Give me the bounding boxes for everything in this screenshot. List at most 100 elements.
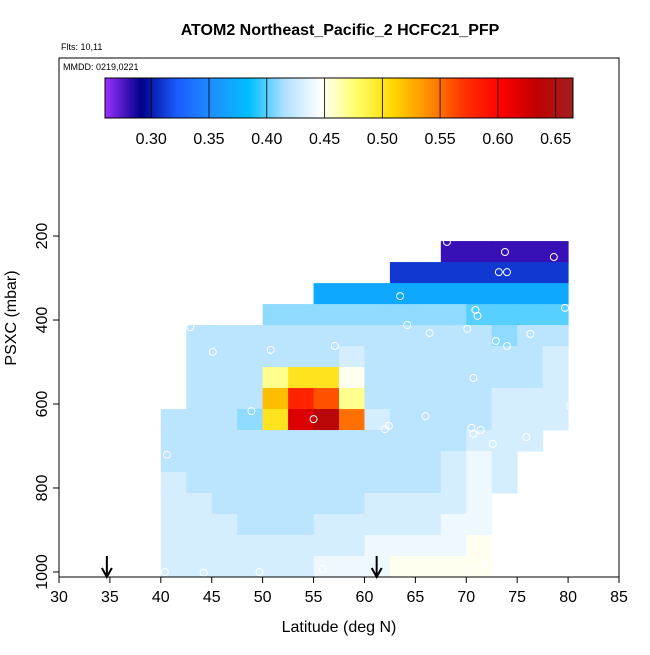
heat-cell <box>211 493 238 515</box>
heat-cell <box>389 388 416 410</box>
heat-cell <box>542 346 569 368</box>
heat-cell <box>313 556 340 578</box>
heat-cell <box>389 451 416 473</box>
heat-cell <box>440 556 467 578</box>
heat-cell <box>466 283 493 305</box>
heat-cell <box>466 325 493 347</box>
heat-cell <box>466 430 493 452</box>
heat-cell <box>237 367 264 389</box>
heat-cell <box>186 535 213 557</box>
heat-cell <box>237 451 264 473</box>
flight-point <box>384 421 393 430</box>
heat-cell <box>491 472 518 494</box>
heat-cell <box>237 556 264 578</box>
arrow <box>100 556 113 580</box>
heat-cell <box>364 346 391 368</box>
heat-cell <box>440 262 467 284</box>
heat-cell <box>211 514 238 536</box>
heat-cell <box>466 304 493 326</box>
heat-cell <box>466 367 493 389</box>
heat-cell <box>160 472 187 494</box>
heat-cell <box>339 367 365 389</box>
flight-point <box>309 415 318 424</box>
y-tick-label: 800 <box>34 475 51 502</box>
heat-cell <box>288 325 315 347</box>
heat-cell <box>542 304 569 326</box>
flight-point <box>199 568 208 577</box>
colorbar <box>104 77 574 119</box>
heat-cell <box>389 304 416 326</box>
heat-cell <box>288 514 315 536</box>
heat-cell <box>415 367 442 389</box>
heat-cell <box>466 451 493 473</box>
flights-label: Flts: 10,11 <box>61 42 102 52</box>
heat-cell <box>466 262 493 284</box>
heat-cell <box>389 493 416 515</box>
heat-cell <box>542 409 569 431</box>
heat-cell <box>262 535 289 557</box>
heat-cell <box>211 325 238 347</box>
heat-cell <box>440 325 467 347</box>
heat-cell <box>542 262 569 284</box>
heat-cell <box>186 430 213 452</box>
heat-cell <box>542 367 569 389</box>
heat-cell <box>466 472 493 494</box>
flight-point <box>255 567 264 576</box>
heat-cell <box>313 409 340 431</box>
heat-cell <box>440 493 467 515</box>
heat-cell <box>160 409 187 431</box>
heat-cell <box>440 241 467 263</box>
heat-cell <box>339 283 365 305</box>
heat-cell <box>288 430 315 452</box>
heat-cell <box>415 430 442 452</box>
heat-cell <box>491 262 518 284</box>
flight-point <box>526 329 535 338</box>
flight-point <box>266 345 275 354</box>
x-tick-label: 35 <box>101 589 119 606</box>
heat-cell <box>415 409 442 431</box>
x-axis-label: Latitude (deg N) <box>282 619 397 636</box>
flight-point <box>494 268 503 277</box>
flight-point <box>247 407 256 416</box>
heat-cell <box>542 241 569 263</box>
heat-cell <box>542 283 569 305</box>
heat-cell <box>415 514 442 536</box>
heat-cell <box>517 283 544 305</box>
heat-cell <box>364 430 391 452</box>
flight-point <box>549 253 558 262</box>
heat-cell <box>517 262 544 284</box>
heat-cell <box>237 388 264 410</box>
heat-cell <box>339 430 365 452</box>
heat-cell <box>186 472 213 494</box>
heat-cell <box>491 325 518 347</box>
heat-cell <box>440 451 467 473</box>
y-tick-label: 400 <box>34 307 51 334</box>
heat-cell <box>364 388 391 410</box>
heat-cell <box>466 556 493 578</box>
heat-cell <box>491 304 518 326</box>
flight-point <box>160 567 169 576</box>
x-tick-label: 85 <box>610 589 628 606</box>
heat-cell <box>160 514 187 536</box>
flight-point <box>463 324 472 333</box>
heat-cell <box>339 535 365 557</box>
flight-point <box>469 373 478 382</box>
heat-cell <box>440 388 467 410</box>
heat-cell <box>415 262 442 284</box>
heat-cell <box>415 304 442 326</box>
heat-cell <box>313 472 340 494</box>
x-tick-label: 65 <box>406 589 424 606</box>
heat-cell <box>262 451 289 473</box>
flight-point <box>208 347 217 356</box>
heat-cell <box>186 493 213 515</box>
heat-cell <box>339 556 365 578</box>
heat-cell <box>491 283 518 305</box>
heat-cell <box>262 556 289 578</box>
heat-cell <box>440 346 467 368</box>
y-tick-label: 600 <box>34 391 51 418</box>
heat-cell <box>415 493 442 515</box>
heat-cell <box>491 430 518 452</box>
x-tick-label: 45 <box>203 589 221 606</box>
y-axis-label: PSXC (mbar) <box>3 270 20 365</box>
plot-frame <box>58 57 620 578</box>
